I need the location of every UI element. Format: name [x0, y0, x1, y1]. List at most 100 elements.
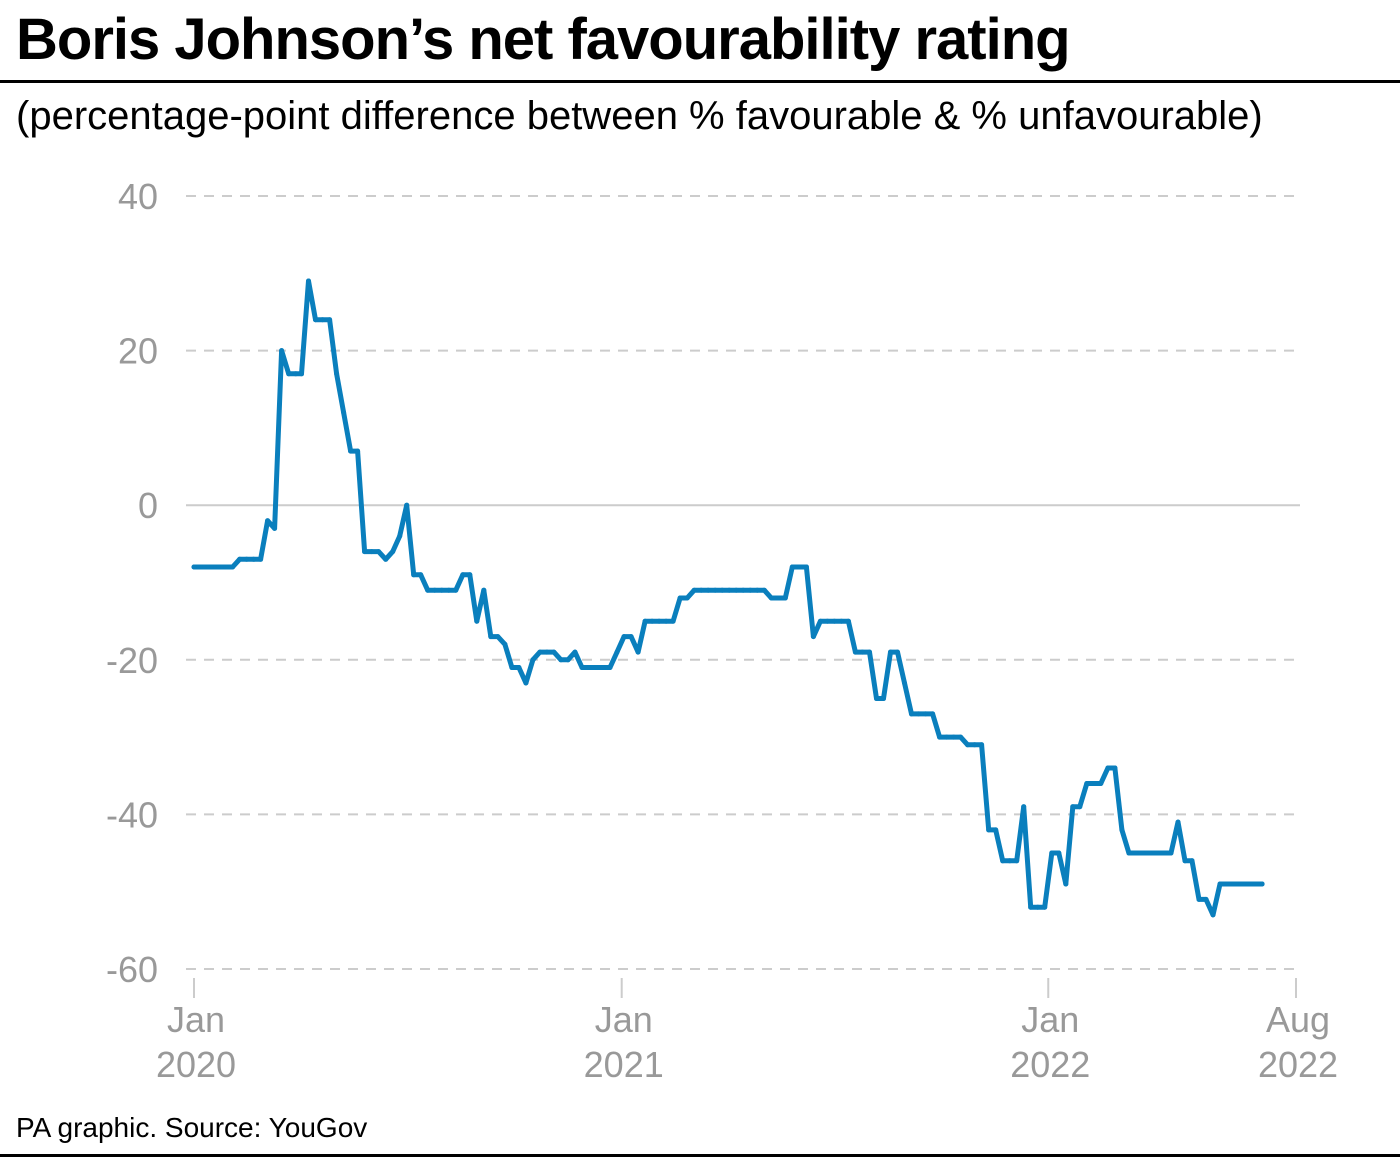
y-tick-label: 0 — [138, 485, 158, 526]
data-point — [958, 734, 964, 740]
data-point — [453, 587, 459, 593]
data-point — [1021, 804, 1027, 810]
data-point — [196, 564, 202, 570]
data-point — [1126, 850, 1132, 856]
footer-rule — [0, 1154, 1400, 1157]
data-point — [1238, 881, 1244, 887]
data-point — [572, 649, 578, 655]
data-point — [607, 665, 613, 670]
data-point — [579, 665, 585, 670]
data-point — [677, 595, 683, 601]
data-point — [251, 556, 257, 562]
data-point — [965, 742, 971, 748]
data-point — [439, 587, 445, 593]
data-point — [726, 587, 732, 593]
data-point — [789, 564, 795, 570]
data-point — [209, 564, 214, 570]
data-point — [1259, 881, 1265, 887]
y-tick-label: 20 — [118, 331, 158, 372]
y-tick-label: -60 — [106, 949, 158, 990]
data-point — [299, 371, 304, 377]
data-point — [796, 564, 802, 570]
data-point — [1007, 858, 1013, 864]
data-point — [558, 657, 564, 663]
data-point — [888, 649, 893, 655]
x-tick-label-month: Jan — [167, 999, 225, 1040]
data-point — [621, 634, 627, 640]
data-point — [754, 587, 760, 593]
data-point — [909, 711, 914, 717]
data-point — [418, 572, 424, 578]
data-point — [1140, 850, 1146, 856]
data-point — [972, 742, 978, 748]
x-tick-label-year: 2021 — [584, 1044, 664, 1085]
data-point — [635, 649, 641, 655]
data-point — [383, 556, 389, 562]
data-point — [993, 827, 999, 833]
data-point — [495, 634, 501, 640]
x-tick-label-year: 2022 — [1258, 1044, 1338, 1085]
chart-subtitle: (percentage-point difference between % f… — [16, 94, 1263, 138]
data-point — [432, 587, 438, 593]
data-point — [390, 549, 396, 555]
data-point — [1119, 827, 1125, 833]
data-point — [1014, 858, 1020, 864]
data-point — [1175, 819, 1181, 825]
data-point — [1063, 881, 1069, 887]
data-point — [230, 564, 236, 570]
data-point — [272, 525, 278, 531]
data-point — [740, 587, 746, 593]
data-point — [951, 734, 957, 740]
data-point — [1105, 765, 1111, 771]
data-point — [488, 634, 494, 640]
data-point — [1154, 850, 1160, 856]
data-point — [397, 533, 403, 539]
data-point — [265, 518, 271, 524]
data-point — [376, 549, 382, 555]
data-point — [902, 680, 907, 686]
data-point — [348, 448, 354, 454]
data-point — [1210, 912, 1216, 918]
data-point — [551, 649, 557, 655]
data-point — [244, 556, 250, 562]
data-point — [719, 587, 725, 593]
data-point — [698, 587, 704, 593]
data-point — [986, 827, 992, 833]
y-tick-label: -20 — [106, 640, 158, 681]
data-point — [1161, 850, 1167, 856]
data-point — [628, 634, 634, 640]
data-point — [586, 665, 592, 670]
data-point — [1028, 904, 1034, 910]
data-point — [223, 564, 229, 570]
data-point — [593, 665, 599, 670]
data-point — [1168, 850, 1174, 856]
y-tick-label: -40 — [106, 794, 158, 835]
x-tick-label-month: Jan — [1021, 999, 1079, 1040]
data-point — [1196, 896, 1202, 902]
data-point — [1231, 881, 1237, 887]
data-point — [1217, 881, 1223, 887]
x-tick-label-month: Jan — [595, 999, 653, 1040]
data-point — [824, 618, 830, 624]
data-point — [530, 657, 536, 663]
data-point — [923, 711, 929, 717]
data-point — [1189, 858, 1195, 864]
data-point — [1049, 850, 1055, 856]
data-point — [663, 618, 669, 624]
data-point — [1252, 881, 1258, 887]
data-point — [881, 696, 886, 701]
data-point — [1224, 881, 1230, 887]
series-layer — [191, 278, 1265, 918]
data-point — [747, 587, 753, 593]
y-axis-tick-labels: 40 20 0 -20 -40 -60 — [106, 176, 158, 990]
chart-title: Boris Johnson’s net favourability rating — [16, 7, 1071, 72]
data-point — [712, 587, 718, 593]
x-tick-label-year: 2022 — [1010, 1044, 1090, 1085]
data-point — [733, 587, 739, 593]
data-point — [1147, 850, 1153, 856]
title-rule — [0, 80, 1400, 83]
series-line-net-favourability — [191, 278, 1265, 918]
data-point — [293, 371, 299, 377]
data-point — [1056, 850, 1062, 856]
